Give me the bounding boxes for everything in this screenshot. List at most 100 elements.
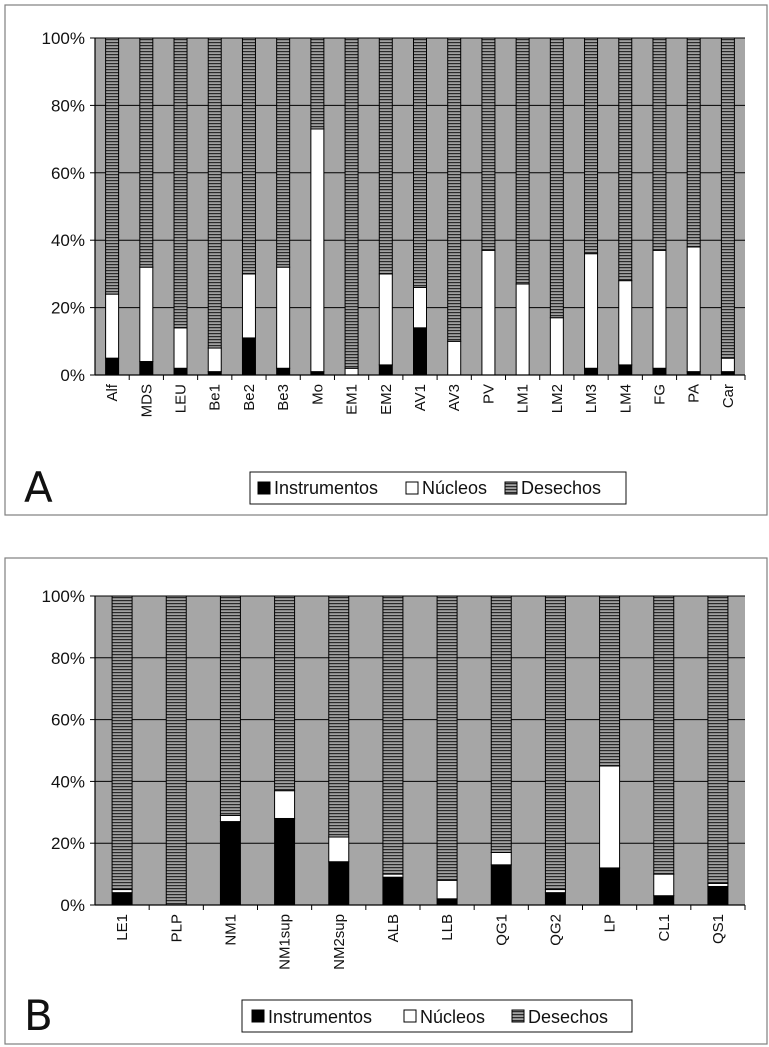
panel-a-category-label: EM2	[378, 384, 395, 415]
panel-a-category-label: LM4	[617, 384, 634, 413]
panel-a-bar-nucleos	[413, 286, 427, 329]
panel-b-bar-desechos	[653, 595, 675, 875]
panel-a-bar-instrumentos	[584, 367, 599, 376]
panel-a-bar-desechos	[652, 37, 667, 251]
panel-b-y-tick-label: 40%	[51, 772, 85, 791]
panel-a-category-label: AV1	[412, 384, 429, 411]
panel-a-category-label: FG	[651, 384, 668, 405]
panel-a-bar-nucleos	[549, 317, 564, 376]
panel-b-legend-swatch-instrumentos	[251, 1009, 265, 1023]
panel-a-bar-desechos	[139, 37, 154, 268]
panel-a-bar-instrumentos	[139, 361, 154, 376]
panel-b-bar-instrumentos	[328, 861, 350, 906]
panel-a-category-label: Mo	[309, 384, 326, 405]
panel-b-category-label: QG1	[493, 914, 510, 946]
panel-b-legend: Instrumentos Núcleos Desechos	[241, 999, 633, 1033]
panel-a-bar-nucleos	[276, 266, 291, 369]
panel-a-legend-label-nucleos: Núcleos	[422, 478, 487, 498]
panel-a-category-label: Car	[720, 384, 737, 408]
panel-a-bar-nucleos	[720, 357, 735, 373]
panel-a-bar-desechos	[207, 37, 222, 349]
panel-a-legend-label-desechos: Desechos	[521, 478, 601, 498]
panel-b-bar-instrumentos	[274, 817, 296, 906]
panel-a-bar-nucleos	[241, 273, 256, 339]
panel-a-legend-label-instrumentos: Instrumentos	[274, 478, 378, 498]
panel-a-legend-swatch-instrumentos	[257, 481, 271, 495]
panel-b-category-label: ALB	[385, 914, 402, 942]
panel-a-bar-nucleos	[378, 273, 393, 366]
panel-b-bar-desechos	[707, 595, 729, 884]
panel-b-bar-desechos	[599, 595, 621, 767]
panel-b-category-label: QS1	[710, 914, 727, 944]
panel-b-category-label: NM2sup	[331, 914, 348, 970]
panel-a-bar-desechos	[618, 37, 633, 282]
panel-a-bar-desechos	[515, 37, 530, 285]
panel-b-bar-nucleos	[490, 851, 512, 866]
panel-b-legend-label-instrumentos: Instrumentos	[268, 1007, 372, 1027]
panel-a-category-label: Alf	[104, 383, 121, 401]
panel-a-category-label: LM3	[583, 384, 600, 413]
panel-a-bar-nucleos	[481, 249, 496, 376]
panel-b-bar-nucleos	[274, 790, 296, 819]
panel-a-bar-desechos	[549, 37, 564, 319]
panel-b-bar-nucleos	[599, 765, 621, 869]
panel-a-bar-nucleos	[515, 283, 530, 376]
panel-a-bar-desechos	[344, 37, 359, 369]
panel-a-bar-desechos	[481, 37, 496, 251]
panel-b-legend-label-desechos: Desechos	[528, 1007, 608, 1027]
panel-a-category-label: LEU	[173, 384, 190, 413]
panel-b-y-tick-label: 100%	[42, 587, 85, 606]
panel-b-bar-nucleos	[436, 879, 458, 900]
panel-a-category-label: PA	[686, 384, 703, 403]
panel-a-bar-nucleos	[618, 280, 633, 366]
panel-a-category-label: Be1	[207, 384, 224, 411]
panel-a-category-label: Be3	[275, 384, 292, 411]
panel-b-category-label: QG2	[547, 914, 564, 946]
panel-a-bar-instrumentos	[241, 337, 256, 376]
panel-b-plot-area	[95, 596, 745, 905]
panel-a-legend: Instrumentos Núcleos Desechos	[249, 471, 627, 505]
panel-b-bar-instrumentos	[436, 898, 458, 906]
panel-a-legend-swatch-nucleos	[405, 481, 419, 495]
panel-a-bar-nucleos	[173, 327, 188, 369]
panel-a-bar-instrumentos	[378, 364, 393, 376]
panel-a-category-label: PV	[480, 384, 497, 404]
panel-a-bar-instrumentos	[618, 364, 633, 376]
panel-b-category-label: NM1	[222, 914, 239, 946]
panel-b-category-label: PLP	[168, 914, 185, 942]
panel-a-bar-desechos	[378, 37, 393, 275]
panel-b-y-tick-label: 80%	[51, 649, 85, 668]
panel-b-label: B	[24, 991, 53, 1040]
panel-a-bar-nucleos	[207, 347, 222, 373]
panel-a-bar-nucleos	[686, 246, 701, 373]
panel-a-bar-desechos	[241, 37, 256, 275]
panel-a-category-label: LM2	[549, 384, 566, 413]
panel-a-y-tick-label: 40%	[51, 231, 85, 250]
panel-a-y-tick-label: 100%	[42, 29, 85, 48]
panel-a-category-label: AV3	[446, 384, 463, 411]
panel-b-bar-nucleos	[219, 814, 241, 823]
panel-b-bar-instrumentos	[219, 821, 241, 906]
panel-b-legend-box	[241, 999, 633, 1033]
panel-a-bar-desechos	[310, 37, 325, 130]
panel-a-chart: 0% 20% 40% 60% 80% 100% Alf MDS LEU Be1 Be2 Be3 Mo EM…	[42, 29, 746, 417]
panel-a-bar-instrumentos	[173, 367, 188, 376]
panel-b-category-label: LE1	[114, 914, 131, 941]
panel-b-bar-desechos	[382, 595, 404, 875]
panel-b-bar-instrumentos	[544, 892, 566, 906]
panel-b-bar-instrumentos	[707, 885, 729, 906]
panel-b-y-tick-label: 60%	[51, 711, 85, 730]
panel-b-legend-swatch-desechos	[511, 1009, 525, 1023]
panel-b-category-label: LLB	[439, 914, 456, 941]
panel-b-chart: 0% 20% 40% 60% 80% 100% LE1 PLP NM1 NM1sup NM2sup A…	[42, 587, 746, 970]
panel-b-category-label: NM1sup	[277, 914, 294, 970]
panel-a-label: A	[24, 463, 53, 512]
panel-a-bar-desechos	[447, 37, 462, 342]
panel-b-category-label: LP	[602, 914, 619, 932]
panel-a-legend-box	[249, 471, 627, 505]
panel-a-bar-desechos	[276, 37, 291, 268]
panel-b-legend-swatch-nucleos	[403, 1009, 417, 1023]
panel-a-bar-nucleos	[652, 249, 667, 369]
panel-a-category-label: MDS	[138, 384, 155, 417]
